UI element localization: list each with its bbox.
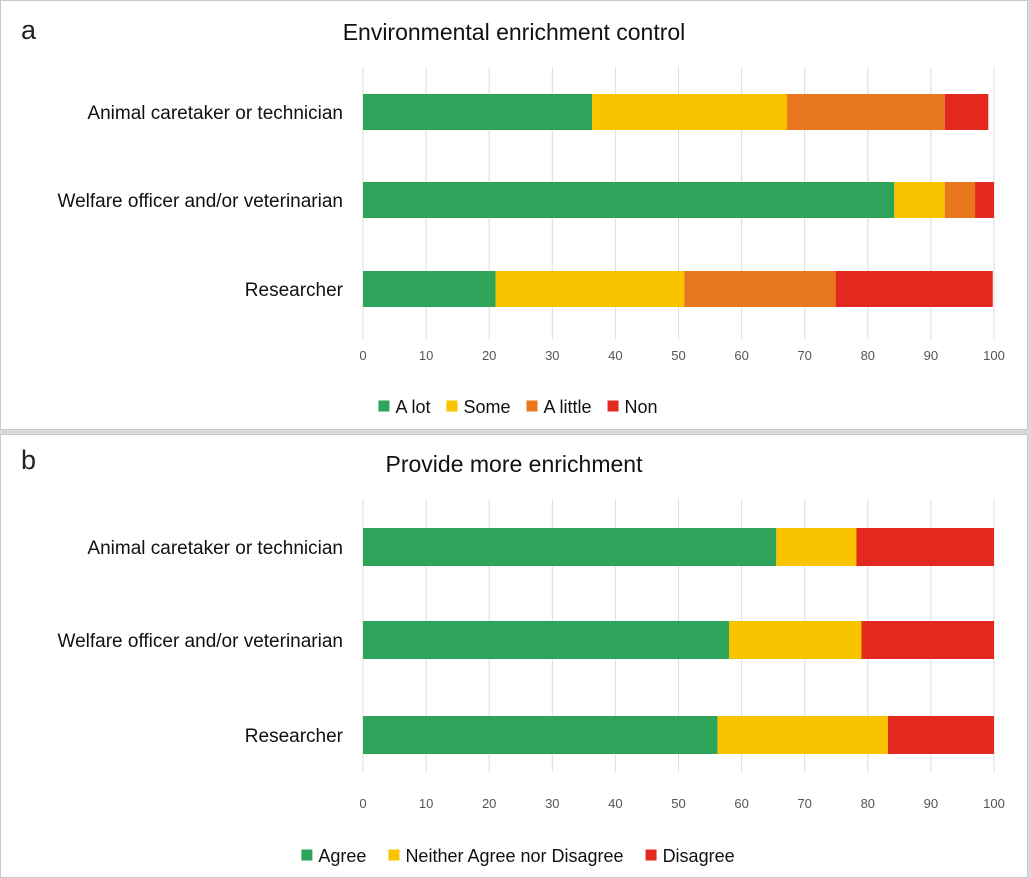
- bar-segment: [856, 528, 994, 566]
- legend-swatch: [607, 400, 619, 412]
- bar-segment: [944, 182, 976, 218]
- legend-label: Some: [463, 397, 510, 417]
- bar-segment: [363, 528, 777, 566]
- x-tick-label: 60: [734, 796, 748, 811]
- chart-title: Provide more enrichment: [385, 451, 643, 477]
- category-label: Animal caretaker or technician: [87, 538, 343, 559]
- chart-panel-b: b Provide more enrichment Animal caretak…: [0, 434, 1028, 878]
- bar-segment: [363, 94, 593, 130]
- legend: Agree Neither Agree nor Disagree Disagree: [301, 846, 735, 866]
- bar-segment: [717, 716, 888, 754]
- chart-a-plot: Animal caretaker or technician Welfare of…: [57, 67, 1005, 417]
- bar-segment: [975, 182, 994, 218]
- legend-swatch: [378, 400, 390, 412]
- x-tick-label: 30: [545, 796, 559, 811]
- x-tick-label: 100: [983, 348, 1005, 363]
- x-tick-label: 100: [983, 796, 1005, 811]
- bar-segment: [728, 621, 862, 659]
- x-tick-label: 30: [545, 348, 559, 363]
- bar-segment: [944, 94, 989, 130]
- bar-segment: [363, 716, 718, 754]
- bar-segment: [363, 271, 496, 307]
- chart-title: Environmental enrichment control: [342, 19, 686, 45]
- legend-swatch: [388, 849, 400, 861]
- x-tick-label: 80: [861, 348, 875, 363]
- bar-segment: [887, 716, 994, 754]
- x-tick-label: 70: [797, 796, 811, 811]
- category-label: Animal caretaker or technician: [87, 103, 343, 124]
- legend-label: Neither Agree nor Disagree: [405, 846, 623, 866]
- bar-segment: [592, 94, 788, 130]
- legend-swatch: [526, 400, 538, 412]
- bar-segment: [835, 271, 993, 307]
- x-tick-label: 10: [419, 796, 433, 811]
- x-tick-label: 0: [359, 348, 366, 363]
- legend-swatch: [645, 849, 657, 861]
- bar-segment: [776, 528, 857, 566]
- panel-letter: b: [21, 445, 37, 475]
- bar-segment: [363, 182, 895, 218]
- bar-segment: [684, 271, 836, 307]
- x-tick-label: 70: [797, 348, 811, 363]
- x-tick-label: 60: [734, 348, 748, 363]
- x-tick-label: 90: [924, 796, 938, 811]
- x-tick-label: 50: [671, 348, 685, 363]
- legend-label: Disagree: [663, 846, 735, 866]
- x-tick-label: 40: [608, 348, 622, 363]
- x-tick-label: 20: [482, 348, 496, 363]
- x-tick-label: 80: [861, 796, 875, 811]
- x-tick-label: 10: [419, 348, 433, 363]
- chart-panel-a: a Environmental enrichment control Anima…: [0, 0, 1028, 430]
- x-tick-label: 20: [482, 796, 496, 811]
- legend-label: Non: [625, 397, 658, 417]
- legend-label: A little: [544, 397, 592, 417]
- legend: A lot Some A little Non: [378, 397, 658, 417]
- x-tick-label: 90: [924, 348, 938, 363]
- legend-label: A lot: [395, 397, 430, 417]
- x-tick-label: 40: [608, 796, 622, 811]
- panel-letter: a: [21, 15, 37, 45]
- category-label: Welfare officer and/or veterinarian: [57, 631, 343, 652]
- bar-segment: [861, 621, 994, 659]
- legend-swatch: [301, 849, 313, 861]
- chart-b-plot: Animal caretaker or technician Welfare of…: [57, 499, 1005, 866]
- bar-segment: [894, 182, 945, 218]
- category-label: Welfare officer and/or veterinarian: [57, 191, 343, 212]
- legend-label: Agree: [318, 846, 366, 866]
- legend-swatch: [446, 400, 458, 412]
- x-tick-label: 50: [671, 796, 685, 811]
- bar-segment: [495, 271, 685, 307]
- x-tick-label: 0: [359, 796, 366, 811]
- bar-segment: [363, 621, 729, 659]
- category-label: Researcher: [245, 280, 344, 301]
- category-label: Researcher: [245, 726, 344, 747]
- bar-segment: [787, 94, 945, 130]
